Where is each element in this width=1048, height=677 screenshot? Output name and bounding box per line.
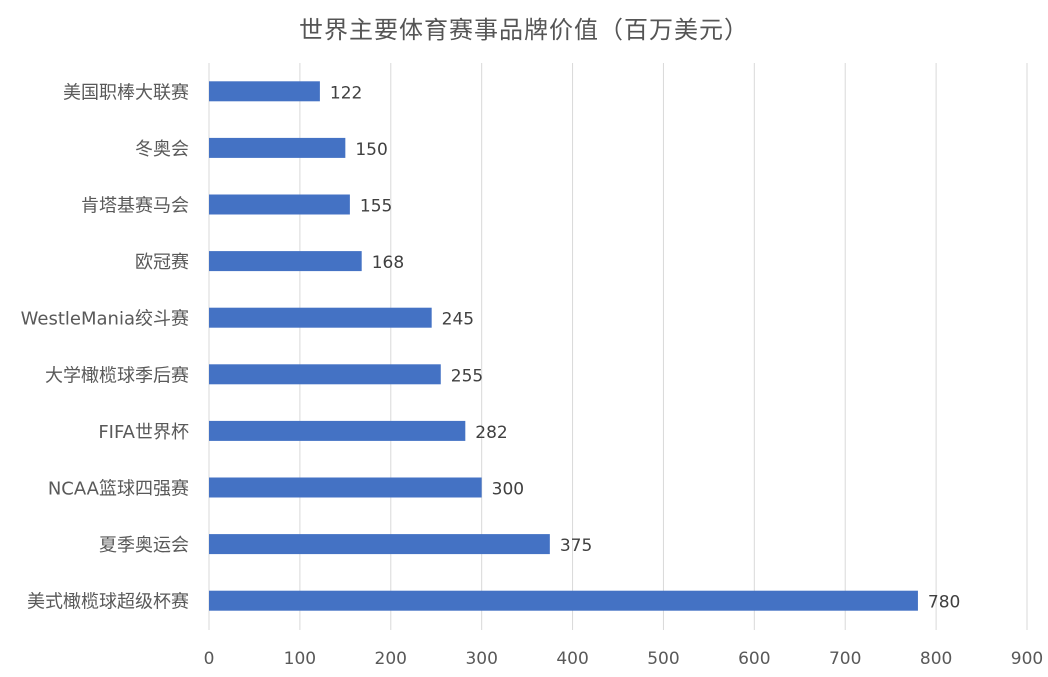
bar (209, 307, 432, 328)
x-tick-label: 600 (738, 649, 770, 669)
category-label: 美国职棒大联赛 (63, 82, 189, 103)
bar-value-label: 300 (492, 480, 524, 500)
x-tick-label: 300 (465, 649, 497, 669)
data-labels: 122 150 155 168 245 255 282 300 375 780 (330, 83, 961, 612)
bar (209, 477, 482, 498)
x-tick-label: 500 (647, 649, 679, 669)
bar (209, 194, 350, 215)
category-label: 肯塔基赛马会 (81, 196, 189, 217)
category-label: FIFA世界杯 (98, 422, 189, 443)
x-tick-label: 200 (375, 649, 407, 669)
chart-title: 世界主要体育赛事品牌价值（百万美元） (299, 16, 749, 44)
bar-value-label: 375 (560, 536, 592, 556)
x-tick-labels: 0 100 200 300 400 500 600 700 800 900 (204, 649, 1044, 669)
bar (209, 251, 362, 272)
category-label: 美式橄榄球超级杯赛 (27, 592, 189, 613)
x-tick-label: 700 (829, 649, 861, 669)
bar (209, 137, 346, 158)
bar-value-label: 155 (360, 197, 392, 217)
bar-value-label: 255 (451, 366, 483, 386)
x-tick-label: 400 (556, 649, 588, 669)
x-tick-label: 100 (284, 649, 316, 669)
bar-value-label: 780 (928, 593, 960, 613)
bar (209, 534, 550, 555)
x-tick-label: 800 (920, 649, 952, 669)
bars (209, 81, 918, 611)
category-label: 大学橄榄球季后赛 (45, 365, 189, 386)
category-label: 欧冠赛 (135, 252, 189, 273)
bar (209, 81, 320, 102)
category-label: NCAA篮球四强赛 (48, 479, 189, 500)
bar (209, 590, 918, 611)
category-label: 夏季奥运会 (99, 535, 189, 556)
bar-value-label: 282 (475, 423, 507, 443)
category-label: 冬奥会 (135, 139, 189, 160)
bar (209, 364, 441, 385)
gridlines (208, 63, 1028, 630)
bar-value-label: 168 (372, 253, 404, 273)
bar-value-label: 122 (330, 83, 362, 103)
category-label: WestleMania绞斗赛 (21, 309, 189, 330)
bar-value-label: 245 (442, 310, 474, 330)
bar (209, 420, 466, 441)
x-tick-label: 900 (1011, 649, 1043, 669)
x-tick-label: 0 (204, 649, 215, 669)
bar-value-label: 150 (355, 140, 387, 160)
